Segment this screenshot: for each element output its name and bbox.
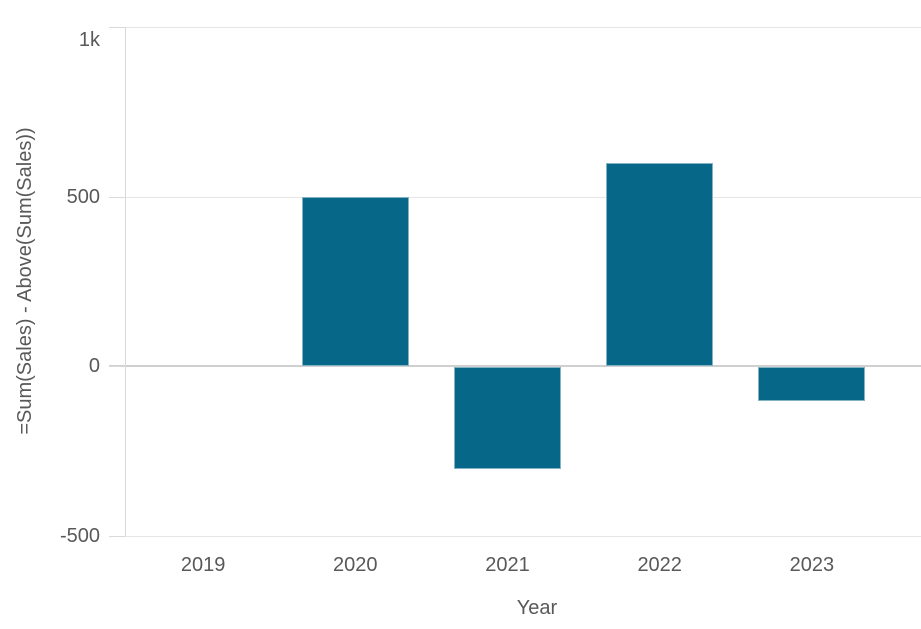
gridline--500 [109, 536, 921, 537]
bar-2020[interactable] [301, 196, 409, 367]
x-label-2021[interactable]: 2021 [485, 554, 530, 576]
y-axis-line [125, 27, 126, 536]
x-label-2023[interactable]: 2023 [789, 554, 835, 576]
gridline-500 [109, 196, 921, 198]
y-tick [109, 196, 125, 198]
y-tick [109, 536, 125, 537]
x-axis-title: Year [516, 597, 558, 619]
bar-2023[interactable] [758, 367, 866, 402]
y-tick-label--500: -500 [59, 525, 100, 547]
y-tick-label-0: 0 [88, 355, 100, 378]
x-label-2020[interactable]: 2020 [333, 554, 378, 576]
gridline-1k [109, 27, 921, 28]
bar-2022[interactable] [606, 162, 714, 367]
y-tick-label-500: 500 [66, 185, 100, 208]
x-label-2022[interactable]: 2022 [637, 554, 682, 576]
zero-line [109, 365, 921, 368]
y-axis-title: =Sum(Sales) - Above(Sum(Sales)) [14, 127, 36, 435]
x-label-2019[interactable]: 2019 [180, 554, 226, 576]
y-tick-label-1k: 1k [78, 29, 100, 51]
bar-2021[interactable] [454, 367, 561, 470]
y-tick [109, 366, 125, 368]
y-tick [109, 27, 125, 28]
